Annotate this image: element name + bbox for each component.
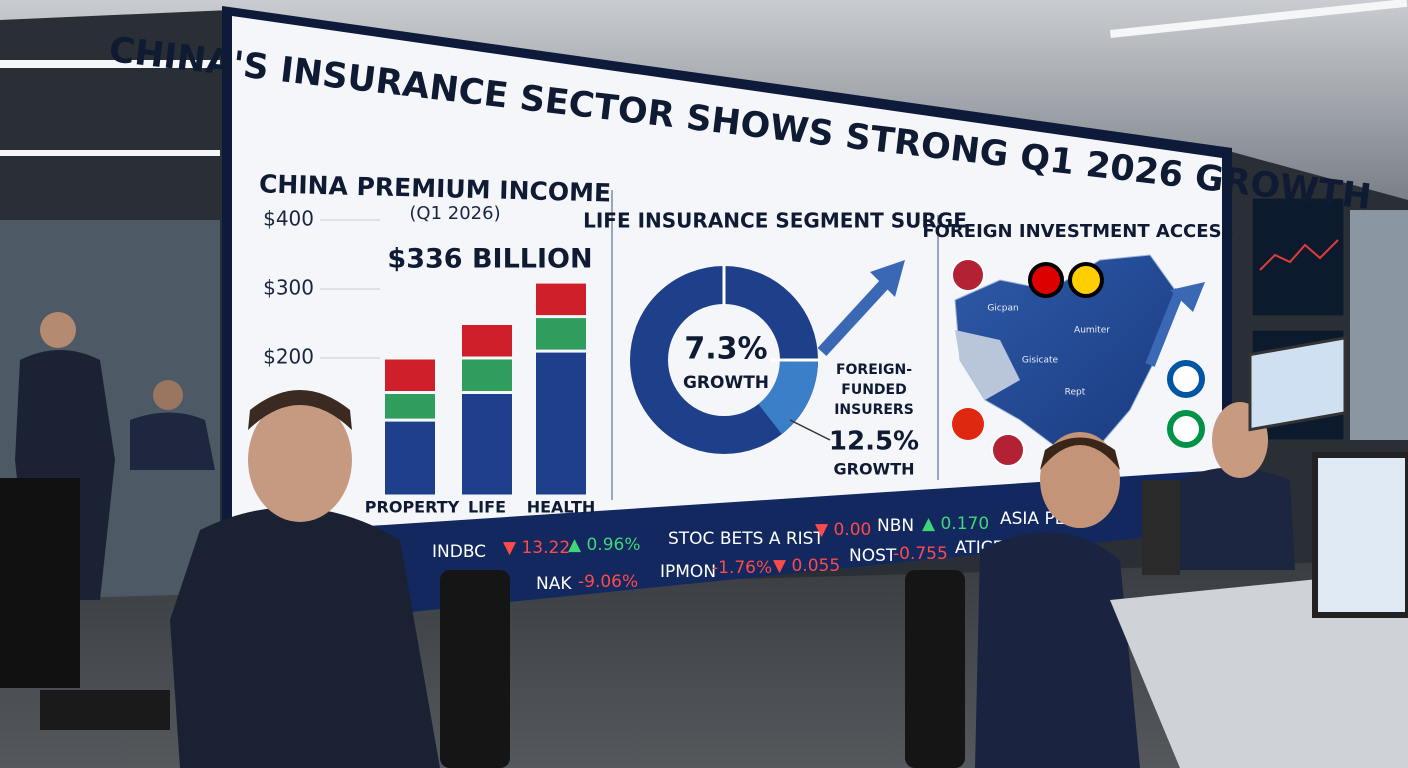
person-head xyxy=(1040,432,1120,528)
ticker-item: NAK xyxy=(536,574,572,594)
bar-segment xyxy=(385,421,435,495)
person-head xyxy=(40,312,76,348)
arrow-head xyxy=(870,260,905,297)
arrow-head xyxy=(1170,282,1205,312)
y-tick-label: $300 xyxy=(263,276,314,300)
foreign-label: INSURERS xyxy=(834,402,914,418)
x-tick-label: HEALTH xyxy=(527,498,596,517)
bar-segment xyxy=(462,394,512,495)
bar-segment xyxy=(536,352,586,495)
map-region xyxy=(955,330,1020,400)
foreign-label: FUNDED xyxy=(841,382,906,398)
ticker-item: ▼ 0.055 xyxy=(773,556,840,576)
laptop xyxy=(1248,336,1347,432)
bar-segment xyxy=(536,283,586,316)
ticker-item: IPMON xyxy=(660,562,716,582)
monitor xyxy=(0,478,80,688)
ticker-item: NBN xyxy=(877,516,914,536)
hair xyxy=(248,390,352,430)
monitor xyxy=(1312,452,1408,618)
y-tick-label: $200 xyxy=(263,345,314,369)
hair xyxy=(1040,437,1120,470)
growth-label: GROWTH xyxy=(683,373,769,393)
total-label: $336 BILLION xyxy=(387,244,592,275)
bar-segment xyxy=(385,394,435,419)
donut-segment xyxy=(757,359,818,435)
foreign-growth: 12.5% xyxy=(829,427,919,457)
panel-heading: LIFE INSURANCE SEGMENT SURGE xyxy=(583,209,967,233)
panel-subheading: (Q1 2026) xyxy=(409,203,500,224)
x-tick-label: PROPERTY xyxy=(365,498,460,517)
map-label: Gisicate xyxy=(1022,356,1059,366)
ticker-item: -9.06% xyxy=(578,572,638,592)
person xyxy=(170,507,440,768)
ticker-item: ▲ 0.96% xyxy=(568,535,640,555)
ticker-item: -1.76% xyxy=(712,558,772,578)
chair xyxy=(905,570,965,768)
monitor-graph xyxy=(1259,239,1339,271)
flag-it xyxy=(1167,410,1205,448)
ticker-item: ASIA PL xyxy=(1000,509,1065,529)
leader xyxy=(789,419,831,441)
bar-segment xyxy=(462,325,512,357)
desk xyxy=(1110,570,1408,768)
ceiling xyxy=(0,0,1408,200)
side-monitor xyxy=(1251,197,1345,317)
bar-segment xyxy=(385,359,435,391)
ticker-item: NOST xyxy=(849,546,897,566)
person-head xyxy=(248,398,352,522)
foreign-growth-label: GROWTH xyxy=(833,460,914,479)
flag-us xyxy=(951,258,985,292)
person-head xyxy=(153,380,183,410)
arrow-shaft xyxy=(817,273,895,357)
map-label: Rept xyxy=(1065,388,1086,398)
ticker-item: ▼ 13.22 xyxy=(503,538,570,558)
ticker-item: ▼ 0.00 xyxy=(815,520,871,540)
person xyxy=(130,412,215,470)
ticker-item: STOC BETS A RIST xyxy=(668,529,824,549)
chair xyxy=(1142,480,1180,575)
x-tick-label: LIFE xyxy=(468,498,506,517)
flag-us xyxy=(991,433,1025,467)
foreign-label: FOREIGN- xyxy=(836,362,912,378)
flag-de xyxy=(1028,262,1064,298)
flag-cn xyxy=(952,408,984,440)
panel-heading: FOREIGN INVESTMENT ACCESS xyxy=(922,221,1233,242)
ticker-item: ▲ 0.170 xyxy=(922,514,989,534)
y-tick-label: $400 xyxy=(263,207,314,231)
person xyxy=(975,532,1140,768)
map xyxy=(954,254,1176,451)
ticker-item: -0.755 xyxy=(893,544,948,564)
person xyxy=(1175,467,1295,570)
flag-de xyxy=(1068,262,1104,298)
ticker-item: INDBC xyxy=(432,542,486,562)
light xyxy=(1109,0,1408,38)
map-label: Aumiter xyxy=(1074,326,1110,336)
flag-fr xyxy=(1167,360,1205,398)
bar-segment xyxy=(536,318,586,350)
arrow-shaft xyxy=(1145,288,1185,367)
growth-value: 7.3% xyxy=(684,332,767,367)
map-label: Gicpan xyxy=(987,304,1018,314)
light xyxy=(0,150,220,156)
side-window xyxy=(1350,210,1408,440)
chair xyxy=(440,570,510,768)
keyboard xyxy=(40,690,170,730)
bar-segment xyxy=(462,359,512,391)
light xyxy=(0,60,220,68)
